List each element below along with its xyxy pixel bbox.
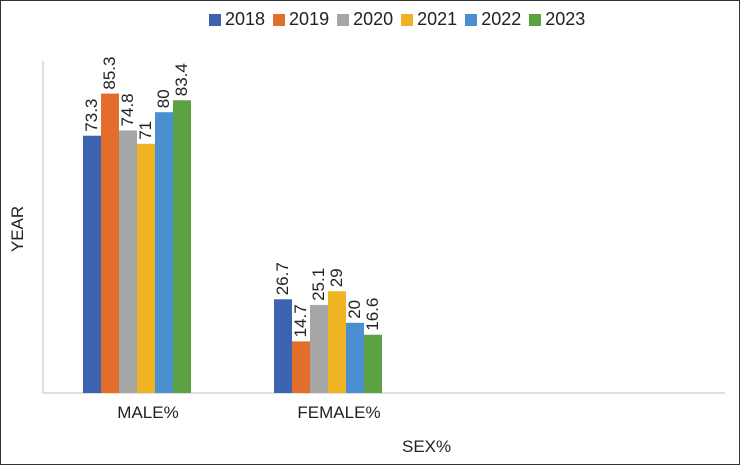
legend-swatch-2021 xyxy=(401,13,414,26)
bar-male-2021 xyxy=(137,143,155,393)
bar-male-2018 xyxy=(83,135,101,394)
bar-male-2019 xyxy=(101,93,119,394)
data-label-male-2019: 85.3 xyxy=(100,57,119,90)
legend-item-2022: 2022 xyxy=(465,9,521,30)
legend-item-2020: 2020 xyxy=(337,9,393,30)
data-label-female-2018: 26.7 xyxy=(273,262,292,295)
legend-label-2019: 2019 xyxy=(289,9,330,29)
chart-legend: 2018 2019 2020 2021 2022 2023 xyxy=(209,9,593,30)
legend-item-2019: 2019 xyxy=(273,9,329,30)
data-label-male-2020: 74.8 xyxy=(118,93,137,126)
bar-female-2021 xyxy=(328,291,346,393)
legend-swatch-2019 xyxy=(273,13,286,26)
legend-swatch-2022 xyxy=(465,13,478,26)
category-label-male: MALE% xyxy=(117,403,179,422)
y-axis-title: YEAR xyxy=(8,205,28,253)
data-label-female-2019: 14.7 xyxy=(291,304,310,337)
data-label-male-2018: 73.3 xyxy=(82,99,101,132)
data-label-male-2021: 71 xyxy=(136,121,155,140)
legend-label-2018: 2018 xyxy=(225,9,266,29)
data-label-male-2023: 83.4 xyxy=(172,63,191,96)
legend-label-2022: 2022 xyxy=(481,9,522,29)
legend-label-2020: 2020 xyxy=(353,9,394,29)
bar-female-2018 xyxy=(274,299,292,393)
bar-female-2022 xyxy=(346,322,364,393)
legend-label-2023: 2023 xyxy=(545,9,586,29)
data-label-female-2020: 25.1 xyxy=(309,268,328,301)
bar-female-2019 xyxy=(292,341,310,393)
bar-male-2023 xyxy=(173,100,191,394)
legend-item-2021: 2021 xyxy=(401,9,457,30)
category-label-female: FEMALE% xyxy=(297,403,381,422)
legend-swatch-2023 xyxy=(529,13,542,26)
legend-item-2023: 2023 xyxy=(529,9,585,30)
x-axis-title: SEX% xyxy=(402,437,452,456)
bar-female-2023 xyxy=(364,334,382,393)
legend-label-2021: 2021 xyxy=(417,9,458,29)
legend-swatch-2020 xyxy=(337,13,350,26)
bar-male-2022 xyxy=(155,112,173,393)
bar-male-2020 xyxy=(119,130,137,393)
data-label-female-2021: 29 xyxy=(327,268,346,287)
data-label-male-2022: 80 xyxy=(154,89,173,108)
data-label-female-2022: 20 xyxy=(345,300,364,319)
legend-item-2018: 2018 xyxy=(209,9,265,30)
legend-swatch-2018 xyxy=(209,13,221,26)
data-label-female-2023: 16.6 xyxy=(363,298,382,331)
bar-female-2020 xyxy=(310,304,328,393)
